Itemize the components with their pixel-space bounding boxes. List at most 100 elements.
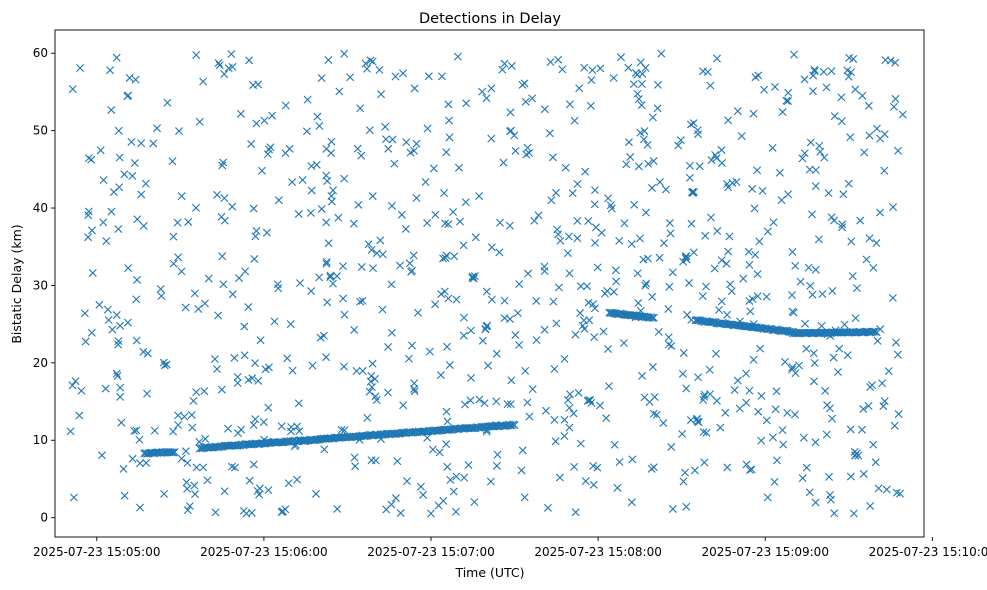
data-point (284, 479, 293, 488)
data-point (95, 300, 104, 309)
data-point (187, 410, 196, 419)
data-point (575, 84, 584, 93)
data-point (552, 319, 561, 328)
data-point (327, 192, 336, 200)
data-point (715, 305, 723, 314)
y-tick-label: 30 (33, 278, 48, 292)
data-point (137, 190, 146, 199)
data-point (482, 287, 491, 296)
data-point (894, 410, 903, 419)
data-point (784, 190, 793, 199)
data-point (467, 373, 476, 382)
data-point (247, 139, 256, 148)
data-point (410, 84, 419, 93)
data-point (788, 307, 797, 316)
data-point (454, 163, 463, 172)
data-point (407, 341, 416, 350)
data-point (322, 144, 331, 153)
data-point (679, 348, 688, 357)
data-point (525, 412, 534, 421)
data-point (768, 143, 777, 152)
data-point (322, 257, 331, 266)
data-point (354, 200, 363, 209)
data-point (523, 143, 532, 152)
data-point (453, 52, 462, 61)
data-point (281, 505, 290, 514)
data-point (590, 304, 599, 313)
data-point (507, 61, 516, 70)
data-point (112, 310, 121, 319)
data-point (181, 447, 190, 456)
data-point (219, 158, 228, 167)
data-point (757, 436, 766, 445)
data-point (244, 375, 253, 384)
data-point (880, 166, 889, 175)
data-point (362, 64, 371, 73)
data-point (822, 83, 831, 92)
data-point (192, 463, 201, 472)
data-point (588, 66, 597, 75)
data-point (182, 478, 191, 487)
data-point (892, 338, 901, 347)
data-point (865, 234, 874, 243)
data-point (277, 422, 286, 431)
data-point (549, 297, 558, 306)
data-point (589, 480, 598, 489)
data-point (622, 160, 631, 169)
data-point (387, 280, 396, 289)
data-point (769, 218, 778, 227)
data-point (878, 379, 887, 388)
data-point (449, 487, 458, 496)
data-point (655, 178, 664, 187)
data-point (584, 396, 593, 405)
data-point (699, 395, 708, 404)
data-point (421, 178, 430, 186)
data-point (288, 366, 297, 375)
data-point (612, 277, 621, 286)
data-point (611, 266, 620, 275)
data-point (190, 481, 199, 490)
data-point (334, 213, 343, 222)
data-point (357, 262, 366, 271)
data-point (754, 407, 763, 416)
data-point (515, 280, 524, 289)
data-point (327, 137, 336, 146)
data-point (576, 282, 585, 291)
data-point (174, 253, 183, 262)
data-point (363, 413, 372, 422)
data-point (260, 116, 269, 125)
data-point (160, 361, 169, 370)
data-point (742, 369, 751, 378)
data-point (139, 221, 148, 230)
data-point (828, 414, 837, 423)
data-point (874, 484, 883, 493)
data-point (688, 188, 697, 197)
data-point (99, 218, 108, 227)
data-point (180, 412, 189, 421)
data-point (851, 314, 860, 323)
data-point (466, 326, 475, 335)
data-point (358, 296, 367, 305)
data-point (324, 239, 333, 248)
data-point (685, 278, 694, 287)
data-point (864, 101, 873, 110)
data-point (560, 354, 569, 363)
data-point (553, 225, 562, 234)
data-point (333, 504, 342, 513)
data-point (495, 218, 504, 227)
data-point (87, 226, 96, 235)
data-point (551, 188, 560, 197)
x-tick-label: 2025-07-23 15:06:00 (200, 545, 327, 559)
data-point (800, 149, 809, 158)
data-point (586, 396, 595, 405)
data-point (295, 427, 304, 436)
data-point (168, 157, 177, 166)
data-point (286, 320, 295, 329)
data-point (573, 234, 582, 243)
data-point (641, 208, 650, 217)
data-point (733, 107, 742, 116)
data-point (412, 139, 421, 148)
data-point (281, 101, 290, 110)
data-point (308, 361, 317, 370)
data-point (436, 371, 445, 380)
